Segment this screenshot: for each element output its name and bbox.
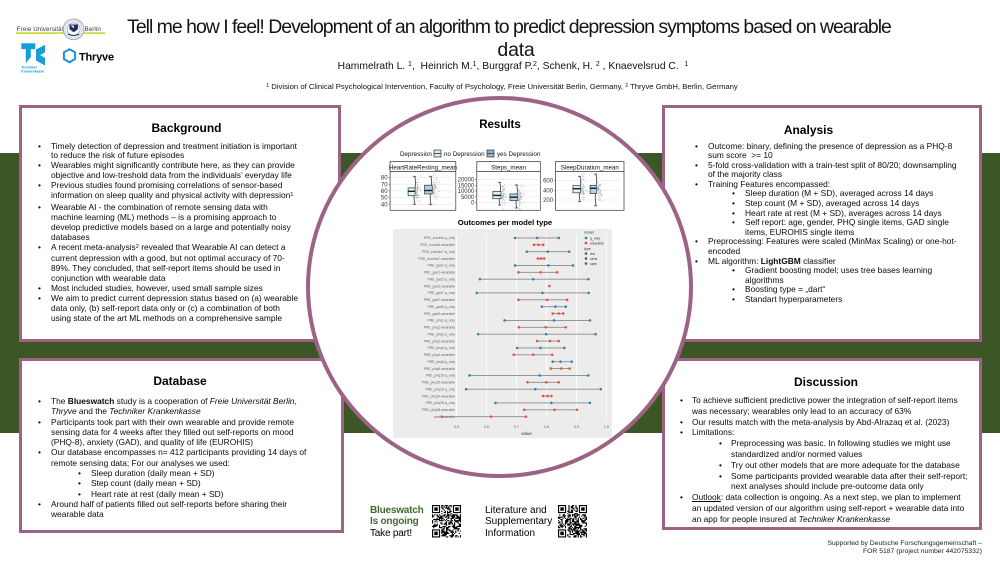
svg-text:PRE_phq1-wearable: PRE_phq1-wearable [424,326,455,330]
svg-text:0.5: 0.5 [454,425,459,429]
svg-text:PRE_gad9-wearable: PRE_gad9-wearable [424,312,455,316]
svg-text:dot: dot [590,252,595,256]
svg-text:PRE_phq2-q_only: PRE_phq2-q_only [427,332,455,336]
svg-text:50: 50 [381,196,388,202]
svg-text:PRE_phq8-q_only: PRE_phq8-q_only [427,360,455,364]
svg-text:200: 200 [543,198,554,204]
svg-text:Depression: Depression [400,151,432,158]
svg-text:value: value [521,431,532,436]
svg-text:1.0: 1.0 [604,425,609,429]
svg-text:q_only: q_only [590,237,600,241]
svg-text:5000: 5000 [461,195,475,201]
svg-text:PRE_eurohis7-q_only: PRE_eurohis7-q_only [422,250,455,254]
svg-text:20000: 20000 [458,178,475,184]
svg-text:Freie Universität: Freie Universität [17,26,64,33]
svg-text:0.9: 0.9 [574,425,579,429]
svg-text:PRE_eurohis-q_only: PRE_eurohis-q_only [424,236,455,240]
svg-text:no Depression: no Depression [444,151,485,158]
svg-text:PRE_eurohis7-wearable: PRE_eurohis7-wearable [418,257,455,261]
svg-text:PRE_phq28-q_only: PRE_phq28-q_only [426,401,456,405]
svg-text:sens: sens [590,257,597,261]
svg-text:PRE_eurohis-wearable: PRE_eurohis-wearable [420,243,455,247]
svg-text:PRE_gad7-wearable: PRE_gad7-wearable [424,298,455,302]
svg-text:0.8: 0.8 [544,425,549,429]
svg-text:PRE_gad1-wearable: PRE_gad1-wearable [424,271,455,275]
svg-text:wearable: wearable [590,242,604,246]
svg-text:PRE_gad2-q_only: PRE_gad2-q_only [427,277,455,281]
svg-text:HeartRateResting_mean: HeartRateResting_mean [389,164,458,171]
svg-text:70: 70 [381,182,388,188]
svg-text:0.6: 0.6 [484,425,489,429]
svg-text:PRE_phq20-wearable: PRE_phq20-wearable [422,394,455,398]
svg-text:PRE_phq4-wearable: PRE_phq4-wearable [424,353,455,357]
svg-text:yes Depression: yes Depression [497,151,541,158]
svg-text:Steps_mean: Steps_mean [491,164,526,171]
svg-text:PRE_gad1-q_only: PRE_gad1-q_only [427,264,455,268]
svg-text:PRE_phq15-wearable: PRE_phq15-wearable [422,381,455,385]
svg-text:PRE_phq28-wearable: PRE_phq28-wearable [422,408,455,412]
svg-text:PRE_phq2-wearable: PRE_phq2-wearable [424,339,455,343]
svg-text:0.7: 0.7 [514,425,519,429]
svg-text:PRE_phq20-q_only: PRE_phq20-q_only [426,387,456,391]
svg-text:SleepDuration_mean: SleepDuration_mean [561,164,620,171]
svg-text:600: 600 [543,179,554,185]
svg-text:40: 40 [381,202,388,208]
svg-text:80: 80 [381,176,388,182]
svg-text:400: 400 [543,188,554,194]
svg-text:PRE_gad7-q_only: PRE_gad7-q_only [427,291,455,295]
svg-text:PRE_gad2-wearable: PRE_gad2-wearable [424,284,455,288]
svg-text:type: type [584,247,591,251]
svg-text:PRE_phq1-q_only: PRE_phq1-q_only [427,319,455,323]
svg-text:10000: 10000 [458,189,475,195]
svg-text:15000: 15000 [458,183,475,189]
svg-text:0: 0 [471,201,475,207]
svg-text:spec: spec [590,262,597,266]
svg-text:PRE_phq4-q_only: PRE_phq4-q_only [427,346,455,350]
svg-text:PRE_phq15-q_only: PRE_phq15-q_only [426,374,456,378]
svg-text:Berlin: Berlin [85,26,102,33]
svg-text:model: model [584,231,594,235]
svg-text:Thryve: Thryve [79,52,114,64]
svg-text:Techniker: Techniker [21,65,37,69]
svg-text:Krankenkasse: Krankenkasse [21,70,44,74]
svg-text:PRE_gad9-q_only: PRE_gad9-q_only [427,305,455,309]
svg-text:PRE_phq8-wearable: PRE_phq8-wearable [424,367,455,371]
svg-text:60: 60 [381,189,388,195]
